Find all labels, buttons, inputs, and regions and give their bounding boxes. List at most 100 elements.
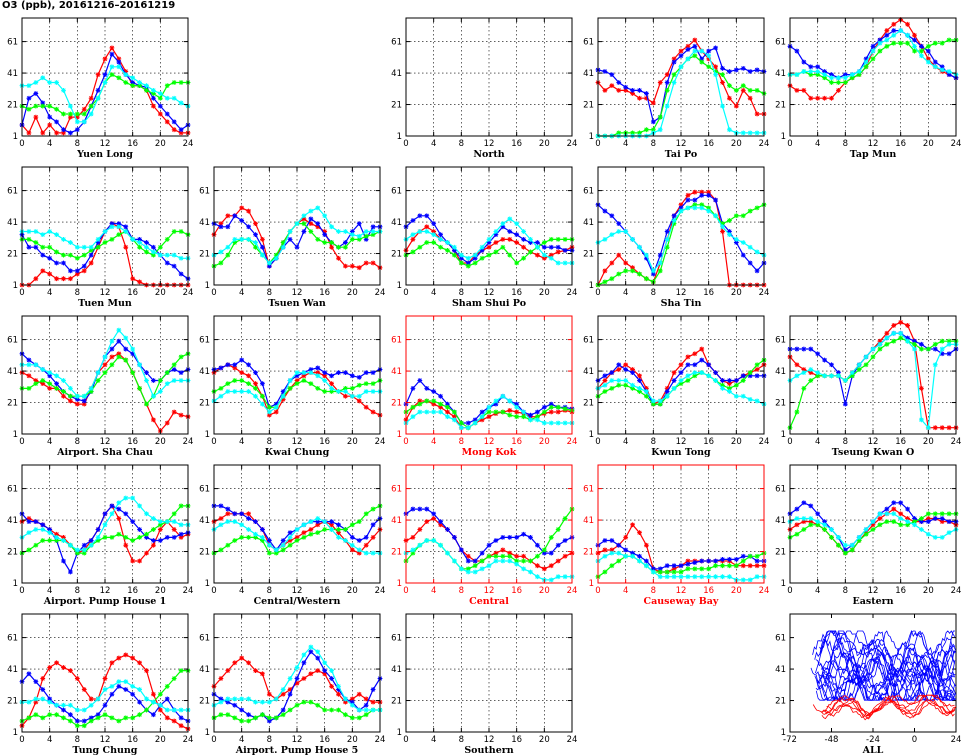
data-point-cyan — [891, 32, 897, 38]
data-point-blue — [863, 56, 869, 62]
data-point-red — [609, 83, 615, 89]
x-tick-label: 8 — [267, 288, 272, 298]
data-point-cyan — [68, 542, 73, 548]
data-point-blue — [706, 48, 712, 54]
data-point-cyan — [81, 707, 87, 713]
data-point-blue — [891, 500, 897, 506]
data-point-cyan — [151, 699, 156, 705]
data-point-cyan — [727, 574, 732, 580]
data-point-cyan — [801, 516, 807, 521]
data-point-cyan — [239, 236, 245, 242]
data-point-cyan — [740, 130, 746, 136]
data-point-blue — [164, 111, 170, 117]
data-point-blue — [171, 367, 177, 372]
data-point-green — [178, 354, 184, 360]
x-tick-label: 8 — [459, 288, 464, 298]
y-tick-label: 21 — [199, 250, 210, 260]
data-point-cyan — [294, 370, 300, 376]
data-point-green — [171, 676, 177, 681]
data-point-green — [925, 43, 931, 49]
x-tick-label: 4 — [47, 437, 52, 447]
data-point-green — [493, 553, 499, 559]
data-point-red — [116, 56, 122, 62]
data-point-cyan — [109, 511, 115, 517]
data-point-green — [61, 252, 66, 258]
data-point-green — [109, 534, 115, 540]
data-point-red — [877, 338, 883, 344]
y-tick-label: 21 — [775, 101, 786, 111]
y-tick-label: 21 — [7, 548, 18, 558]
data-point-cyan — [562, 260, 568, 266]
y-tick-label: 1 — [13, 579, 18, 589]
x-tick-label: 0 — [211, 586, 216, 596]
data-point-blue — [33, 244, 39, 250]
data-point-green — [555, 236, 561, 242]
data-point-blue — [650, 271, 656, 277]
data-point-cyan — [151, 249, 156, 255]
data-point-green — [336, 244, 341, 250]
data-point-blue — [671, 378, 677, 383]
data-point-red — [438, 404, 443, 410]
data-point-green — [246, 381, 251, 387]
data-point-cyan — [40, 75, 46, 81]
data-point-cyan — [171, 252, 177, 258]
data-point-green — [657, 569, 663, 575]
data-point-red — [301, 676, 307, 681]
data-point-red — [815, 95, 821, 101]
data-point-cyan — [754, 249, 760, 255]
data-point-green — [308, 699, 314, 705]
data-point-green — [363, 712, 369, 718]
data-point-green — [287, 385, 293, 391]
data-point-green — [171, 511, 177, 517]
data-point-green — [602, 279, 608, 285]
data-point-cyan — [33, 527, 39, 532]
y-tick-label: 41 — [391, 516, 402, 526]
data-point-green — [54, 538, 59, 543]
data-point-cyan — [336, 389, 341, 394]
data-point-cyan — [562, 574, 568, 580]
data-point-green — [535, 553, 540, 559]
data-point-red — [609, 260, 615, 266]
data-point-red — [754, 111, 760, 117]
data-point-blue — [657, 252, 663, 258]
y-tick-label: 1 — [397, 132, 402, 142]
data-point-red — [164, 715, 170, 721]
data-point-blue — [144, 370, 149, 376]
x-tick-label: 12 — [484, 139, 495, 149]
data-point-red — [609, 547, 615, 553]
y-tick-label: 61 — [391, 38, 402, 48]
x-tick-label: 24 — [183, 139, 194, 149]
x-tick-label: 12 — [484, 437, 495, 447]
data-point-blue — [68, 712, 73, 718]
data-point-cyan — [116, 64, 122, 70]
data-point-blue — [54, 260, 59, 266]
data-point-blue — [514, 401, 520, 407]
data-point-red — [808, 519, 814, 525]
data-point-red — [246, 373, 251, 379]
data-point-cyan — [856, 362, 862, 368]
data-point-blue — [343, 370, 348, 376]
data-point-red — [109, 660, 115, 666]
data-point-blue — [685, 47, 691, 52]
data-point-cyan — [47, 699, 53, 705]
data-point-red — [130, 558, 136, 564]
y-tick-label: 41 — [583, 69, 594, 79]
data-point-blue — [479, 247, 485, 253]
data-point-green — [68, 111, 73, 117]
data-point-green — [472, 260, 478, 266]
data-point-red — [171, 527, 177, 532]
data-point-green — [720, 563, 725, 569]
data-point-green — [171, 229, 177, 234]
data-point-blue — [562, 247, 568, 253]
data-point-cyan — [26, 530, 32, 536]
data-point-blue — [315, 655, 321, 661]
data-point-blue — [727, 69, 732, 74]
data-point-green — [946, 37, 952, 43]
data-point-cyan — [528, 236, 533, 242]
data-point-blue — [109, 503, 115, 509]
x-tick-label: 8 — [459, 586, 464, 596]
data-point-red — [356, 550, 362, 556]
y-tick-label: 41 — [775, 516, 786, 526]
data-point-green — [507, 412, 513, 418]
data-point-red — [535, 563, 540, 569]
